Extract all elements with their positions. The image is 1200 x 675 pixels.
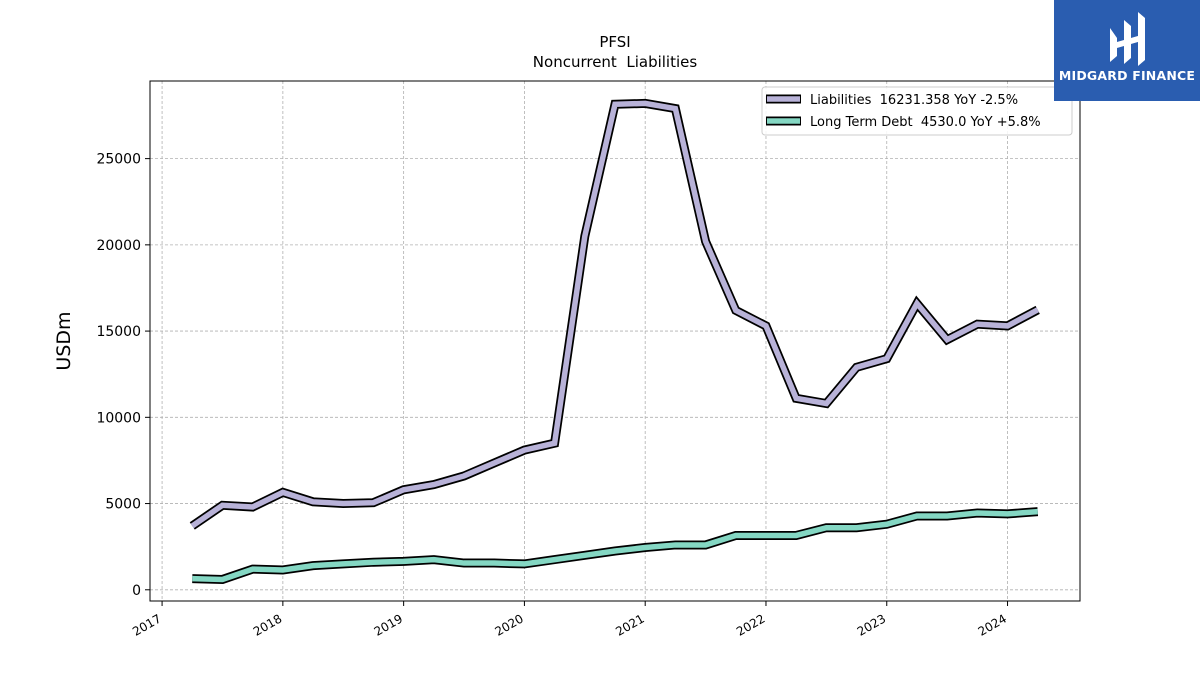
series-line: [192, 508, 1038, 583]
x-tick-label: 2024: [976, 611, 1009, 638]
y-tick-label: 5000: [105, 497, 141, 513]
legend-label: Long Term Debt 4530.0 YoY +5.8%: [810, 115, 1041, 130]
x-tick-label: 2020: [492, 611, 525, 638]
x-tick-label: 2019: [372, 611, 405, 638]
grid-lines: [150, 81, 1080, 601]
x-tick-label: 2018: [251, 611, 284, 638]
series-line-outline: [192, 507, 1039, 584]
y-tick-label: 10000: [96, 410, 141, 426]
brand-name: MIDGARD FINANCE: [1058, 68, 1196, 83]
y-tick-label: 25000: [96, 152, 141, 168]
x-tick-label: 2017: [130, 611, 163, 638]
y-axis-label: USDm: [53, 311, 75, 370]
x-axis: 2017 2018 2019 2020 2021 2022 2023 2024: [130, 601, 1009, 639]
x-tick-label: 2023: [855, 611, 888, 638]
series-liabilities: [189, 98, 1040, 530]
y-tick-label: 0: [132, 583, 141, 599]
chart-subtitle: Noncurrent Liabilities: [533, 53, 698, 71]
x-tick-label: 2021: [613, 611, 646, 638]
legend-box: [761, 86, 1073, 136]
series-line: [190, 100, 1040, 529]
y-axis: 0 5000 10000 15000 20000 25000: [96, 152, 150, 599]
y-tick-label: 20000: [96, 238, 141, 254]
series-long-term-debt: [192, 507, 1039, 584]
brand-logo: MIDGARD FINANCE: [1054, 0, 1200, 101]
x-tick-label: 2022: [734, 611, 767, 638]
legend: Liabilities 16231.358 YoY -2.5% Long Term…: [761, 86, 1073, 136]
plot-frame: [149, 80, 1081, 602]
series-layer: [189, 98, 1040, 584]
brand-mark-icon: [1110, 12, 1145, 66]
y-tick-label: 15000: [96, 324, 141, 340]
chart-title: PFSI: [599, 33, 630, 51]
legend-label: Liabilities 16231.358 YoY -2.5%: [810, 93, 1018, 108]
